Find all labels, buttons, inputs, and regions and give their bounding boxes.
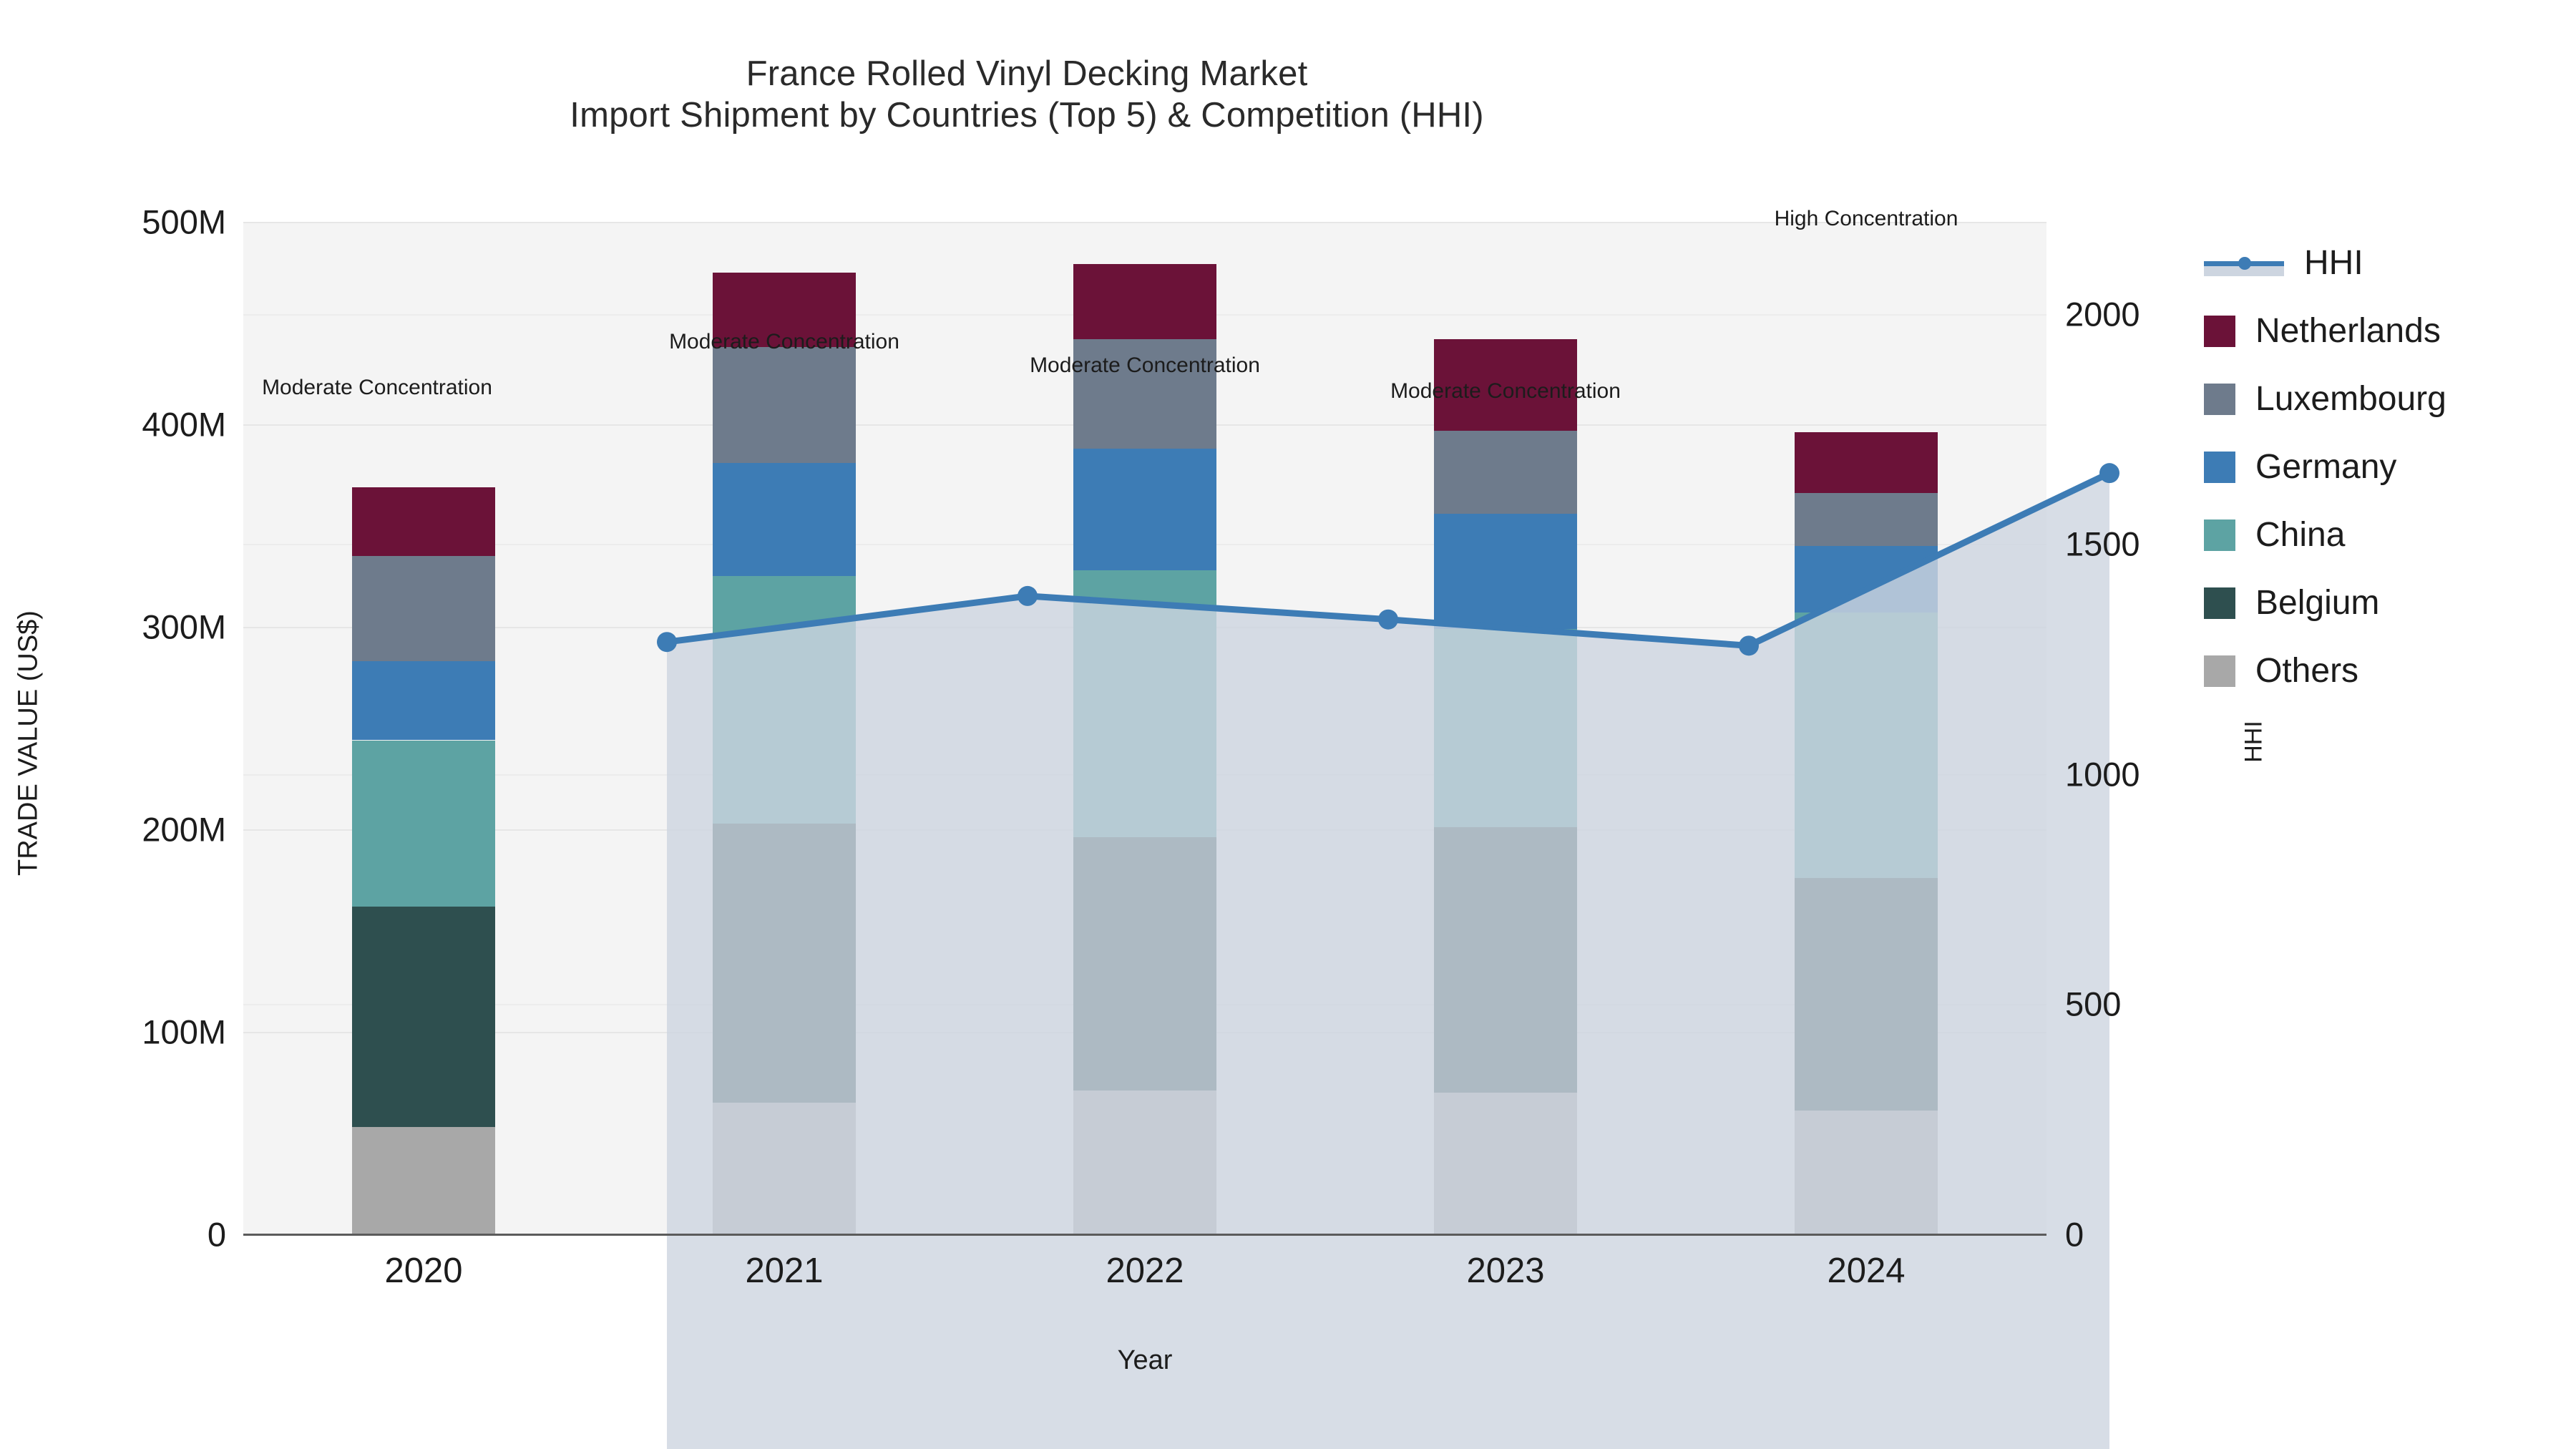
y-tick-label-left: 100M — [142, 1013, 226, 1051]
concentration-annotation: Moderate Concentration — [1390, 379, 1621, 404]
bar-segment[interactable] — [352, 740, 495, 907]
chart-legend: HHI Netherlands Luxembourg Germany China Belg… — [2204, 229, 2576, 705]
bar-group[interactable] — [1073, 264, 1216, 1234]
chart-title-block: France Rolled Vinyl Decking Market Impor… — [0, 54, 2054, 137]
bar-group[interactable] — [1434, 339, 1577, 1234]
legend-item-label: Netherlands — [2255, 312, 2441, 350]
bar-segment[interactable] — [713, 1103, 856, 1234]
bar-segment[interactable] — [1073, 339, 1216, 449]
legend-item[interactable]: Netherlands — [2204, 297, 2576, 365]
bar-segment[interactable] — [1073, 448, 1216, 570]
x-tick-label: 2023 — [1466, 1252, 1545, 1290]
x-tick-label: 2021 — [745, 1252, 824, 1290]
legend-swatch-icon — [2204, 383, 2235, 415]
bar-segment[interactable] — [713, 576, 856, 824]
legend-swatch-icon — [2204, 655, 2235, 687]
bar-segment[interactable] — [1795, 545, 1938, 613]
bar-segment[interactable] — [352, 1127, 495, 1234]
gridline-left — [243, 222, 2046, 223]
chart-subtitle: Import Shipment by Countries (Top 5) & C… — [570, 95, 1484, 135]
y-tick-label-left: 500M — [142, 203, 226, 241]
bar-segment[interactable] — [1434, 827, 1577, 1093]
y-axis-left-ticks: 0 100M 200M 300M 400M 500M — [0, 0, 226, 1449]
bar-segment[interactable] — [352, 555, 495, 662]
bar-segment[interactable] — [1795, 493, 1938, 546]
bar-segment[interactable] — [1795, 1111, 1938, 1234]
bar-segment[interactable] — [1434, 513, 1577, 629]
bar-segment[interactable] — [713, 272, 856, 348]
x-axis-label: Year — [1117, 1345, 1173, 1375]
legend-item-label: HHI — [2304, 244, 2363, 282]
bar-segment[interactable] — [352, 906, 495, 1128]
y-tick-label-left: 400M — [142, 405, 226, 444]
legend-item[interactable]: Luxembourg — [2204, 365, 2576, 433]
bar-segment[interactable] — [713, 823, 856, 1103]
legend-line-icon — [2204, 248, 2284, 279]
x-tick-label: 2020 — [384, 1252, 463, 1290]
bar-segment[interactable] — [1434, 430, 1577, 514]
bar-segment[interactable] — [1434, 339, 1577, 431]
y-tick-label-left: 300M — [142, 608, 226, 646]
legend-swatch-icon — [2204, 315, 2235, 347]
concentration-annotation: Moderate Concentration — [1030, 353, 1260, 377]
y-tick-label-right: 1000 — [2065, 755, 2140, 794]
y-tick-label-right: 0 — [2065, 1215, 2084, 1254]
bar-segment[interactable] — [1073, 570, 1216, 838]
legend-item-label: China — [2255, 516, 2346, 554]
legend-item-label: Germany — [2255, 448, 2397, 486]
legend-item[interactable]: HHI — [2204, 229, 2576, 297]
bar-segment[interactable] — [1434, 1092, 1577, 1234]
y-tick-label-right: 2000 — [2065, 295, 2140, 333]
y-axis-right-ticks: 0 500 1000 1500 2000 — [2065, 0, 2280, 1449]
bar-segment[interactable] — [1434, 628, 1577, 828]
chart-title: France Rolled Vinyl Decking Market — [746, 54, 1308, 93]
legend-item-label: Others — [2255, 652, 2359, 690]
y-axis-left-label: TRADE VALUE (US$) — [13, 610, 44, 876]
bar-group[interactable] — [713, 272, 856, 1234]
bar-group[interactable] — [1795, 432, 1938, 1234]
legend-swatch-icon — [2204, 587, 2235, 619]
concentration-annotation: Moderate Concentration — [669, 329, 899, 353]
legend-item[interactable]: China — [2204, 501, 2576, 569]
bar-segment[interactable] — [1795, 877, 1938, 1111]
x-tick-label: 2022 — [1106, 1252, 1184, 1290]
legend-item[interactable]: Germany — [2204, 433, 2576, 501]
hhi-data-point[interactable] — [1739, 635, 1759, 656]
bar-segment[interactable] — [1795, 613, 1938, 878]
legend-swatch-icon — [2204, 519, 2235, 551]
concentration-annotation: Moderate Concentration — [262, 376, 492, 400]
bar-segment[interactable] — [352, 487, 495, 556]
x-axis-line — [243, 1234, 2046, 1236]
bar-segment[interactable] — [713, 462, 856, 577]
concentration-annotation: High Concentration — [1774, 207, 1958, 231]
bar-group[interactable] — [352, 487, 495, 1234]
bar-segment[interactable] — [1795, 432, 1938, 494]
bar-segment[interactable] — [1073, 837, 1216, 1091]
hhi-data-point[interactable] — [657, 632, 677, 653]
hhi-data-point[interactable] — [1018, 585, 1038, 606]
legend-item[interactable]: Others — [2204, 637, 2576, 705]
y-tick-label-right: 1500 — [2065, 525, 2140, 563]
y-tick-label-left: 0 — [207, 1215, 226, 1254]
legend-swatch-icon — [2204, 451, 2235, 483]
bar-segment[interactable] — [713, 347, 856, 463]
bar-segment[interactable] — [1073, 1091, 1216, 1234]
bar-segment[interactable] — [352, 661, 495, 741]
x-tick-label: 2024 — [1827, 1252, 1906, 1290]
legend-item-label: Luxembourg — [2255, 380, 2446, 418]
y-tick-label-left: 200M — [142, 810, 226, 849]
legend-item[interactable]: Belgium — [2204, 569, 2576, 637]
legend-item-label: Belgium — [2255, 584, 2380, 622]
bar-segment[interactable] — [1073, 264, 1216, 340]
y-tick-label-right: 500 — [2065, 985, 2122, 1023]
